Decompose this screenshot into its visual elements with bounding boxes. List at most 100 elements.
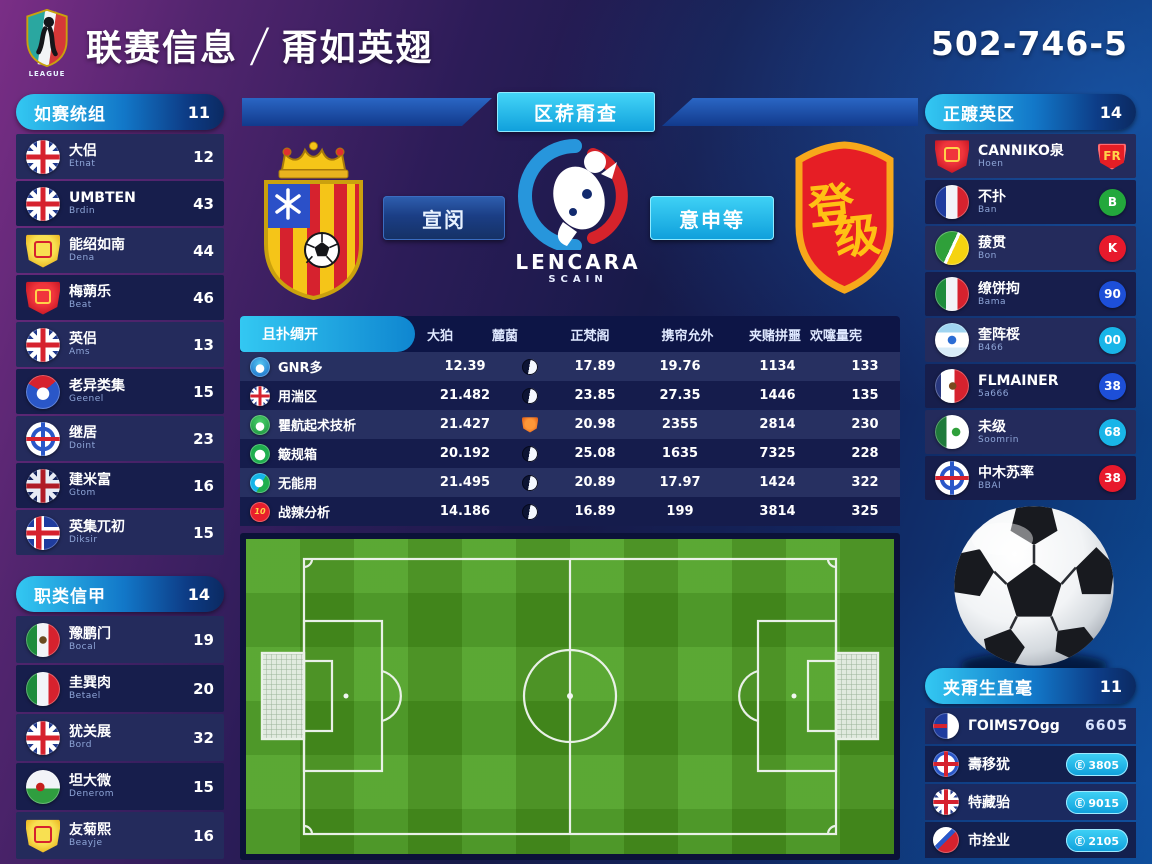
team-subtitle: Beayje	[69, 838, 103, 849]
stat-value-5: 1446	[759, 388, 796, 403]
team-row[interactable]: 特藏骀 9015	[925, 784, 1136, 820]
team-row[interactable]: ГOIMS7Ogg 6605	[925, 708, 1136, 744]
team-row[interactable]: 豫鹏门 Bocal 19	[16, 616, 224, 663]
team-flag-icon	[933, 789, 959, 815]
column-header: 携帘允外	[661, 328, 714, 344]
team-name: 圭巽肉	[69, 675, 111, 692]
team-flag-icon	[935, 369, 969, 403]
stat-value-4: 17.97	[659, 475, 701, 490]
team-name: 市拴业	[968, 833, 1010, 849]
team-row[interactable]: 中木苏率 BBAI 38	[925, 456, 1136, 500]
stats-row[interactable]: 战辣分析 14.186 16.89 199 3814 325	[240, 497, 900, 526]
status-badge: 38	[1099, 464, 1126, 492]
team-row[interactable]: FLMAINER 5a666 38	[925, 364, 1136, 408]
team-row[interactable]: UMBTEN Brdin 43	[16, 181, 224, 226]
team-value-pill[interactable]: 6605	[1085, 718, 1128, 734]
stat-value-3: 23.85	[574, 388, 616, 403]
team-flag-icon	[26, 819, 60, 853]
team-subtitle: Ams	[69, 347, 91, 358]
team-name: 梅蒴乐	[69, 284, 111, 301]
team-flag-icon	[26, 769, 60, 804]
home-button[interactable]: 宣闵	[383, 196, 505, 240]
stats-row[interactable]: 瞿航起术技析 21.427 20.98 2355 2814 230	[240, 410, 900, 439]
stat-cell-2	[505, 387, 555, 404]
team-row[interactable]: 不扑 Ban B	[925, 180, 1136, 224]
team-name: 豫鹏门	[69, 626, 111, 643]
team-subtitle: 5a666	[978, 388, 1009, 399]
team-value-pill[interactable]: 9015	[1065, 790, 1128, 814]
team-row[interactable]: 建米富 Gtom 16	[16, 463, 224, 508]
stat-value-1: 21.427	[439, 417, 491, 432]
team-name: 壽移犹	[968, 757, 1010, 773]
team-row[interactable]: 梅蒴乐 Beat 46	[16, 275, 224, 320]
stat-value-6: 133	[851, 359, 879, 374]
stats-row[interactable]: 无能用 21.495 20.89 17.97 1424 322	[240, 468, 900, 497]
soccer-ball	[936, 496, 1132, 686]
stat-value-1: 21.495	[439, 475, 491, 490]
team-info: 未级 Soomrin	[978, 419, 1090, 445]
team-row[interactable]: 壽移犹 3805	[925, 746, 1136, 782]
team-name: 缭饼拘	[978, 280, 1020, 297]
team-value: 15	[193, 523, 214, 542]
status-badge: 38	[1099, 372, 1126, 400]
status-badge: 90	[1099, 280, 1126, 308]
team-flag-icon	[26, 374, 60, 409]
team-subtitle: Hoen	[978, 158, 1004, 169]
svg-text:登: 登	[805, 177, 858, 236]
team-row[interactable]: 友菊熙 Beayje 16	[16, 812, 224, 859]
stat-value-3: 20.98	[574, 417, 616, 432]
team-value: 44	[193, 241, 214, 260]
column-header: 正梵阁	[570, 328, 610, 344]
stat-cell-2	[505, 445, 555, 462]
stats-table: 且扑绸开 大狛 麓菌 正梵阁 携帘允外 夹赌拼噩 欢噻量宪	[240, 316, 900, 526]
team-row[interactable]: 圭巽肉 Betael 20	[16, 665, 224, 712]
away-button[interactable]: 意申等	[650, 196, 774, 240]
team-name: 大侣	[69, 143, 97, 160]
logo-text-line1: LENCARA	[515, 250, 641, 274]
team-row[interactable]: 缭饼拘 Bama 90	[925, 272, 1136, 316]
stats-team-icon	[250, 443, 270, 464]
stats-team-icon	[250, 472, 270, 493]
team-row[interactable]: 未级 Soomrin 68	[925, 410, 1136, 454]
team-info: 建米富 Gtom	[69, 472, 184, 498]
center-tab-button[interactable]: 区菥甭查	[497, 92, 655, 132]
stat-cell-2	[505, 358, 555, 375]
team-value-pill[interactable]: 3805	[1065, 752, 1128, 776]
team-list: CANNIKO泉 Hoen FR 不扑 Ban B	[925, 134, 1136, 500]
league-panel-top-left: 如赛统组 11 大侣 Etnat 12 UMBTEN	[16, 94, 224, 557]
stats-row[interactable]: 用湍区 21.482 23.85 27.35 1446 135	[240, 381, 900, 410]
team-row[interactable]: 市拴业 2105	[925, 822, 1136, 858]
column-header: 欢噻量宪	[810, 328, 863, 344]
stats-tab[interactable]: 且扑绸开	[240, 316, 415, 352]
team-row[interactable]: 能绍如南 Dena 44	[16, 228, 224, 273]
team-row[interactable]: 大侣 Etnat 12	[16, 134, 224, 179]
team-row[interactable]: 老异类集 Geenel 15	[16, 369, 224, 414]
team-row[interactable]: 菝贯 Bon K	[925, 226, 1136, 270]
team-value-pill[interactable]: 2105	[1065, 828, 1128, 852]
panel-title: 夹甭生直毫	[943, 678, 1033, 699]
moon-icon	[522, 387, 538, 404]
stats-row[interactable]: GNR多 12.39 17.89 19.76 1134 133	[240, 352, 900, 381]
team-flag-icon	[26, 622, 60, 657]
team-flag-icon	[26, 234, 60, 268]
stats-row[interactable]: 簸规箱 20.192 25.08 1635 7325 228	[240, 439, 900, 468]
stats-team-cell: 簸规箱	[240, 443, 425, 464]
team-name: 友菊熙	[69, 822, 111, 839]
team-row[interactable]: 奎阵桵 B466 00	[925, 318, 1136, 362]
team-row[interactable]: 坦大微 Denerom 15	[16, 763, 224, 810]
team-info: 老异类集 Geenel	[69, 378, 184, 404]
team-subtitle: Betael	[69, 691, 101, 702]
team-flag-icon	[26, 515, 60, 550]
team-row[interactable]: 继居 Doint 23	[16, 416, 224, 461]
team-row[interactable]: CANNIKO泉 Hoen FR	[925, 134, 1136, 178]
team-row[interactable]: 英集兀初 Diksir 15	[16, 510, 224, 555]
panel-count: 14	[187, 584, 210, 604]
stats-team-icon	[250, 501, 270, 522]
team-value: 46	[193, 288, 214, 307]
team-row[interactable]: 犹关展 Bord 32	[16, 714, 224, 761]
team-name: ГOIMS7Ogg	[968, 718, 1060, 734]
panel-title: 如赛统组	[34, 104, 106, 125]
team-name: 未级	[978, 418, 1006, 435]
team-row[interactable]: 英侣 Ams 13	[16, 322, 224, 367]
header: LEAGUE 联赛信息 / 甭如英翅 502-746-5	[0, 0, 1152, 88]
